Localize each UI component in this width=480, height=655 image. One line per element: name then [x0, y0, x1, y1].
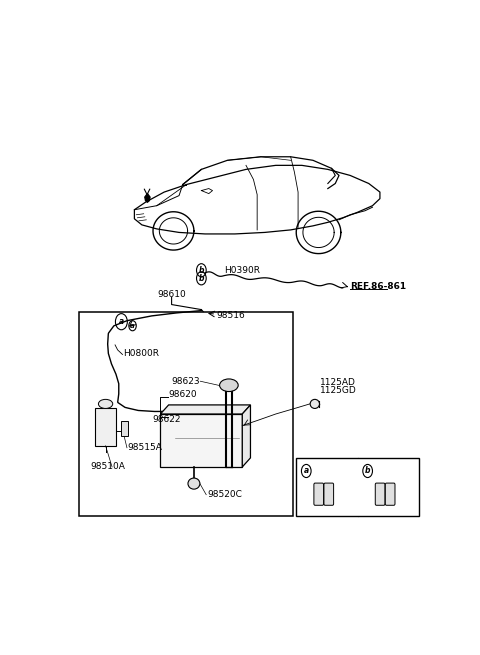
Ellipse shape — [219, 379, 238, 392]
Text: 98623: 98623 — [171, 377, 200, 386]
Text: b: b — [199, 266, 204, 274]
Text: 1125AD: 1125AD — [321, 378, 356, 386]
FancyBboxPatch shape — [375, 483, 385, 505]
Bar — [121, 421, 128, 436]
Text: a: a — [130, 323, 135, 329]
Bar — [160, 414, 242, 467]
Polygon shape — [242, 405, 251, 467]
Bar — [96, 408, 116, 446]
Text: H0390R: H0390R — [224, 266, 260, 274]
Ellipse shape — [188, 478, 200, 489]
FancyBboxPatch shape — [314, 483, 324, 505]
Text: 98610: 98610 — [157, 290, 186, 299]
Text: 1125GD: 1125GD — [321, 386, 357, 395]
Ellipse shape — [98, 400, 113, 409]
Bar — [296, 458, 419, 516]
Text: 98661G: 98661G — [373, 466, 409, 476]
Text: 98622: 98622 — [152, 415, 181, 424]
Text: 98516: 98516 — [216, 311, 245, 320]
Text: 98515A: 98515A — [128, 443, 163, 453]
Text: 98520C: 98520C — [207, 490, 242, 499]
Text: a: a — [304, 466, 309, 476]
FancyBboxPatch shape — [324, 483, 334, 505]
Text: b: b — [365, 466, 371, 476]
Text: REF.86-861: REF.86-861 — [350, 282, 406, 291]
FancyBboxPatch shape — [385, 483, 395, 505]
Text: 98662B: 98662B — [312, 466, 347, 476]
Text: b: b — [199, 274, 204, 283]
Polygon shape — [160, 405, 251, 414]
Text: a: a — [119, 317, 124, 326]
Bar — [79, 312, 292, 516]
Text: H0800R: H0800R — [123, 349, 159, 358]
Ellipse shape — [310, 400, 320, 409]
Text: 98620: 98620 — [168, 390, 196, 399]
Polygon shape — [145, 194, 150, 202]
Text: 98510A: 98510A — [91, 462, 125, 472]
